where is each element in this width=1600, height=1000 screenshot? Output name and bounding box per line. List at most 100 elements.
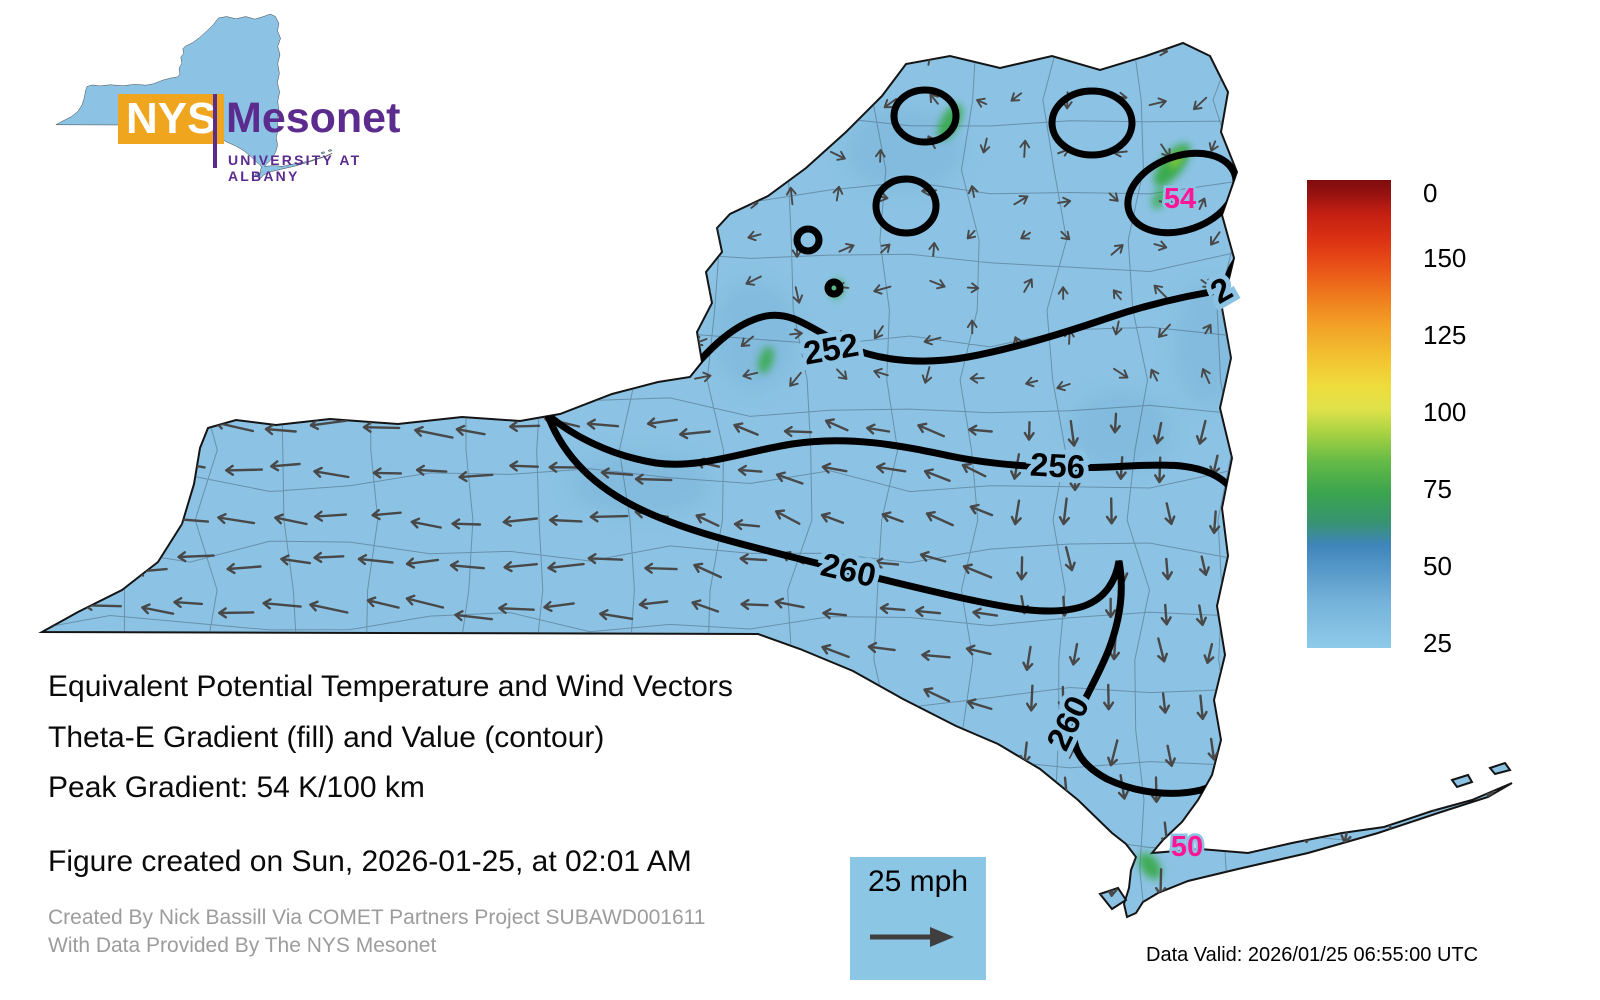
wind-arrow bbox=[915, 605, 942, 618]
wind-arrow bbox=[733, 519, 761, 531]
wind-arrow bbox=[929, 93, 939, 105]
wind-arrow bbox=[320, 831, 351, 844]
wind-arrow bbox=[1110, 244, 1124, 256]
wind-arrow bbox=[1519, 561, 1528, 582]
wind-arrow bbox=[458, 280, 472, 291]
wind-arrow bbox=[289, 378, 301, 390]
wind-arrow bbox=[1105, 597, 1117, 619]
wind-arrow bbox=[233, 879, 264, 891]
wind-arrow bbox=[787, 147, 799, 167]
wind-arrow bbox=[1012, 870, 1024, 889]
wind-arrow bbox=[1292, 419, 1304, 446]
wind-arrow bbox=[1290, 95, 1303, 112]
wind-arrow bbox=[778, 876, 803, 890]
colorbar-tick-75: 75 bbox=[1423, 474, 1452, 504]
wind-arrow bbox=[502, 935, 536, 944]
wind-arrow bbox=[694, 881, 720, 895]
wind-arrow bbox=[829, 150, 846, 161]
wind-arrow bbox=[638, 931, 674, 940]
wind-arrow bbox=[775, 471, 804, 485]
wind-arrow bbox=[972, 607, 999, 619]
wind-arrow bbox=[697, 234, 708, 246]
wind-arrow bbox=[880, 243, 891, 254]
wind-arrow bbox=[44, 230, 64, 241]
wind-arrow bbox=[587, 553, 624, 565]
wind-arrow bbox=[503, 703, 538, 715]
wind-arrow bbox=[701, 49, 713, 65]
wind-arrow bbox=[873, 367, 889, 379]
caption-created: Figure created on Sun, 2026-01-25, at 02… bbox=[48, 845, 692, 878]
wind-arrow bbox=[792, 286, 804, 304]
contour-closed-peak bbox=[1124, 149, 1240, 237]
wind-arrow bbox=[468, 381, 478, 394]
wind-arrow bbox=[58, 286, 69, 305]
wind-arrow bbox=[745, 275, 762, 286]
wind-arrow bbox=[1294, 650, 1306, 672]
wind-arrow bbox=[454, 610, 494, 622]
wind-arrow bbox=[414, 425, 454, 439]
wind-arrow bbox=[226, 562, 262, 575]
wind-arrow bbox=[502, 515, 538, 527]
wind-arrow bbox=[1249, 410, 1261, 433]
wind-arrow bbox=[732, 740, 762, 752]
wind-arrow bbox=[820, 512, 845, 524]
wind-arrow bbox=[1198, 555, 1210, 576]
wind-arrow bbox=[645, 274, 656, 288]
wind-arrow bbox=[1434, 919, 1443, 942]
wind-arrow bbox=[1058, 497, 1070, 526]
contour-closed bbox=[824, 278, 844, 298]
wind-arrow bbox=[453, 827, 485, 839]
wind-arrow bbox=[829, 691, 862, 703]
wind-arrow bbox=[1434, 148, 1450, 160]
wind-arrow bbox=[1200, 368, 1211, 384]
wind-arrow bbox=[1388, 695, 1400, 722]
shade-patch bbox=[845, 108, 965, 192]
wind-arrow bbox=[838, 242, 855, 253]
wind-arrow bbox=[1251, 370, 1264, 381]
wind-arrow bbox=[638, 598, 669, 610]
wind-arrow bbox=[651, 237, 663, 254]
wind-arrow bbox=[134, 645, 174, 657]
wind-arrow bbox=[42, 559, 77, 571]
wind-arrow bbox=[147, 238, 158, 248]
wind-arrow bbox=[1112, 289, 1123, 301]
colorbar-tick-100: 100 bbox=[1423, 397, 1467, 427]
wind-arrow bbox=[643, 149, 661, 160]
wind-arrow bbox=[91, 235, 103, 246]
credit-line-2: With Data Provided By The NYS Mesonet bbox=[48, 934, 437, 957]
wind-arrow bbox=[643, 788, 675, 800]
wind-arrow bbox=[503, 561, 538, 573]
wind-arrow bbox=[499, 646, 530, 658]
wind-arrow bbox=[226, 652, 264, 664]
wind-arrow bbox=[1246, 282, 1263, 294]
wind-arrow bbox=[1057, 45, 1068, 60]
wind-arrow bbox=[1251, 921, 1260, 945]
wind-arrow bbox=[46, 881, 78, 893]
wind-arrow bbox=[1210, 231, 1221, 246]
wind-arrow bbox=[976, 97, 988, 108]
wind-arrow bbox=[42, 598, 78, 612]
colorbar-gradient bbox=[1307, 180, 1391, 648]
wind-arrow bbox=[969, 503, 994, 517]
wind-arrow bbox=[79, 832, 117, 844]
wind-arrow bbox=[873, 325, 884, 340]
wind-arrow bbox=[739, 141, 754, 152]
wind-arrow bbox=[48, 334, 59, 350]
contour-label-256: 256 bbox=[1029, 446, 1086, 486]
wind-arrow bbox=[462, 932, 490, 941]
wind-arrow bbox=[822, 608, 848, 620]
shade-patch bbox=[1175, 283, 1235, 407]
wind-arrow bbox=[1252, 601, 1264, 627]
colorbar-tick-0: 0 bbox=[1423, 178, 1438, 208]
wind-arrow bbox=[1068, 642, 1080, 666]
wind-arrow bbox=[452, 886, 486, 898]
wind-arrow bbox=[233, 320, 245, 338]
wind-arrow bbox=[1286, 465, 1298, 489]
wind-arrow bbox=[277, 243, 293, 255]
wind-arrow bbox=[775, 701, 802, 716]
nys-mesonet-logo: NYS Mesonet UNIVERSITY AT ALBANY bbox=[14, 6, 434, 206]
wind-arrow bbox=[405, 594, 445, 609]
wind-arrow bbox=[821, 462, 848, 474]
wind-arrow bbox=[509, 460, 539, 472]
gradient-patch bbox=[758, 346, 774, 374]
